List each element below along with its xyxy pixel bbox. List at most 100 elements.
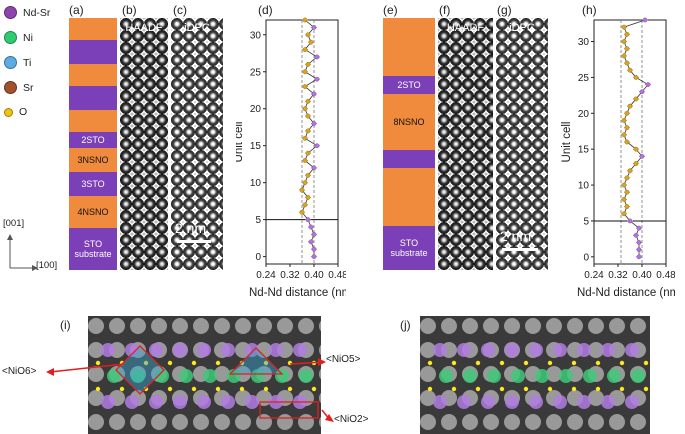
oxygen-atom <box>427 360 433 366</box>
data-point <box>633 75 639 80</box>
atom-dot-icon <box>4 31 17 44</box>
ni-atom <box>299 369 313 383</box>
data-point <box>305 172 311 178</box>
nd-atom <box>505 343 519 357</box>
data-point <box>302 69 308 75</box>
lattice-atom <box>256 342 272 358</box>
data-point <box>311 25 317 30</box>
panel-label-b: (b) <box>122 3 137 17</box>
lattice-atom <box>298 318 314 334</box>
lattice-image-i <box>88 316 321 434</box>
data-point <box>624 204 630 209</box>
y-axis-title: Unit cell <box>561 122 573 163</box>
data-point <box>305 128 311 134</box>
oxygen-atom <box>95 386 101 392</box>
nd-atom <box>481 343 495 357</box>
oxygen-atom <box>119 386 125 392</box>
nd-atom <box>221 395 235 409</box>
annotation-nio6: <NiO6> <box>2 366 37 377</box>
series-line <box>623 19 649 257</box>
nd-atom <box>577 395 591 409</box>
lattice-atom <box>109 414 125 430</box>
y-tick-label: 10 <box>250 178 262 189</box>
nd-atom <box>433 343 447 357</box>
data-point <box>627 103 633 109</box>
oxygen-atom <box>499 386 505 392</box>
data-point <box>311 165 317 171</box>
oxygen-atom <box>643 360 649 366</box>
data-point <box>642 17 648 23</box>
data-point <box>314 143 320 149</box>
oxygen-atom <box>475 360 481 366</box>
oxygen-atom <box>143 360 149 366</box>
lattice-atom <box>588 390 604 406</box>
lattice-atom <box>256 318 272 334</box>
oxygen-atom <box>287 386 293 392</box>
idpc-title: iDPC <box>509 22 535 34</box>
data-point <box>636 240 642 245</box>
y-tick-label: 30 <box>578 37 590 48</box>
data-point <box>302 158 308 163</box>
nd-atom <box>221 343 235 357</box>
ni-atom <box>631 369 645 383</box>
scale-bar-label: 2 nm <box>500 228 532 244</box>
layer-sto <box>383 150 435 168</box>
data-point <box>314 54 320 60</box>
lattice-atom <box>130 318 146 334</box>
ni-atom <box>155 369 169 383</box>
data-point <box>621 118 627 123</box>
data-point <box>311 121 317 126</box>
data-point <box>305 217 311 222</box>
lattice-atom <box>88 318 104 334</box>
data-point <box>624 60 630 66</box>
lattice-atom <box>441 414 457 430</box>
oxygen-atom <box>239 386 245 392</box>
x-tick-label: 0.32 <box>608 270 628 281</box>
haadf-title: HAADF <box>125 22 163 34</box>
layer-8nsno: 8NSNO <box>383 94 435 150</box>
panel-label-h: (h) <box>582 3 597 17</box>
oxygen-atom <box>311 386 317 392</box>
nd-atom <box>173 395 187 409</box>
idpc-title: iDPC <box>184 22 210 34</box>
data-point <box>308 224 314 230</box>
y-tick-label: 5 <box>255 215 261 226</box>
oxygen-atom <box>95 360 101 366</box>
nd-atom <box>577 343 591 357</box>
oxygen-atom <box>143 386 149 392</box>
oxygen-atom <box>523 386 529 392</box>
lattice-atom <box>609 414 625 430</box>
legend-label: Nd-Sr <box>23 6 51 19</box>
legend-label: O <box>19 106 28 118</box>
stacking-schematic-left: 2STO 3NSNO 3STO 4NSNO STO substrate <box>69 18 117 270</box>
data-point <box>302 17 308 23</box>
annotation-nio5: <NiO5> <box>326 354 361 365</box>
scale-bar <box>177 240 211 243</box>
data-point <box>624 139 630 145</box>
lattice-atom <box>588 342 604 358</box>
y-tick-label: 25 <box>578 73 590 84</box>
oxygen-atom <box>499 360 505 366</box>
lattice-atom <box>462 318 478 334</box>
oxygen-atom <box>167 360 173 366</box>
lattice-atom <box>525 318 541 334</box>
data-point <box>621 24 627 30</box>
y-tick-label: 0 <box>583 252 589 263</box>
panel-label-d: (d) <box>258 3 273 17</box>
nd-atom <box>433 395 447 409</box>
oxygen-atom <box>215 360 221 366</box>
oxygen-atom <box>191 360 197 366</box>
data-point <box>311 232 317 237</box>
lattice-atom <box>277 318 293 334</box>
oxygen-atom <box>523 360 529 366</box>
data-point <box>627 218 633 224</box>
x-tick-label: 0.40 <box>304 270 324 281</box>
crystal-axes: [001] [100] <box>3 218 57 274</box>
legend-item: O <box>4 106 27 118</box>
nd-atom <box>457 395 471 409</box>
data-point <box>302 84 308 89</box>
lattice-atom <box>88 414 104 430</box>
x-axis-title: Nd-Nd distance (nm) <box>577 287 675 299</box>
nd-atom <box>101 343 115 357</box>
oxygen-atom <box>619 386 625 392</box>
